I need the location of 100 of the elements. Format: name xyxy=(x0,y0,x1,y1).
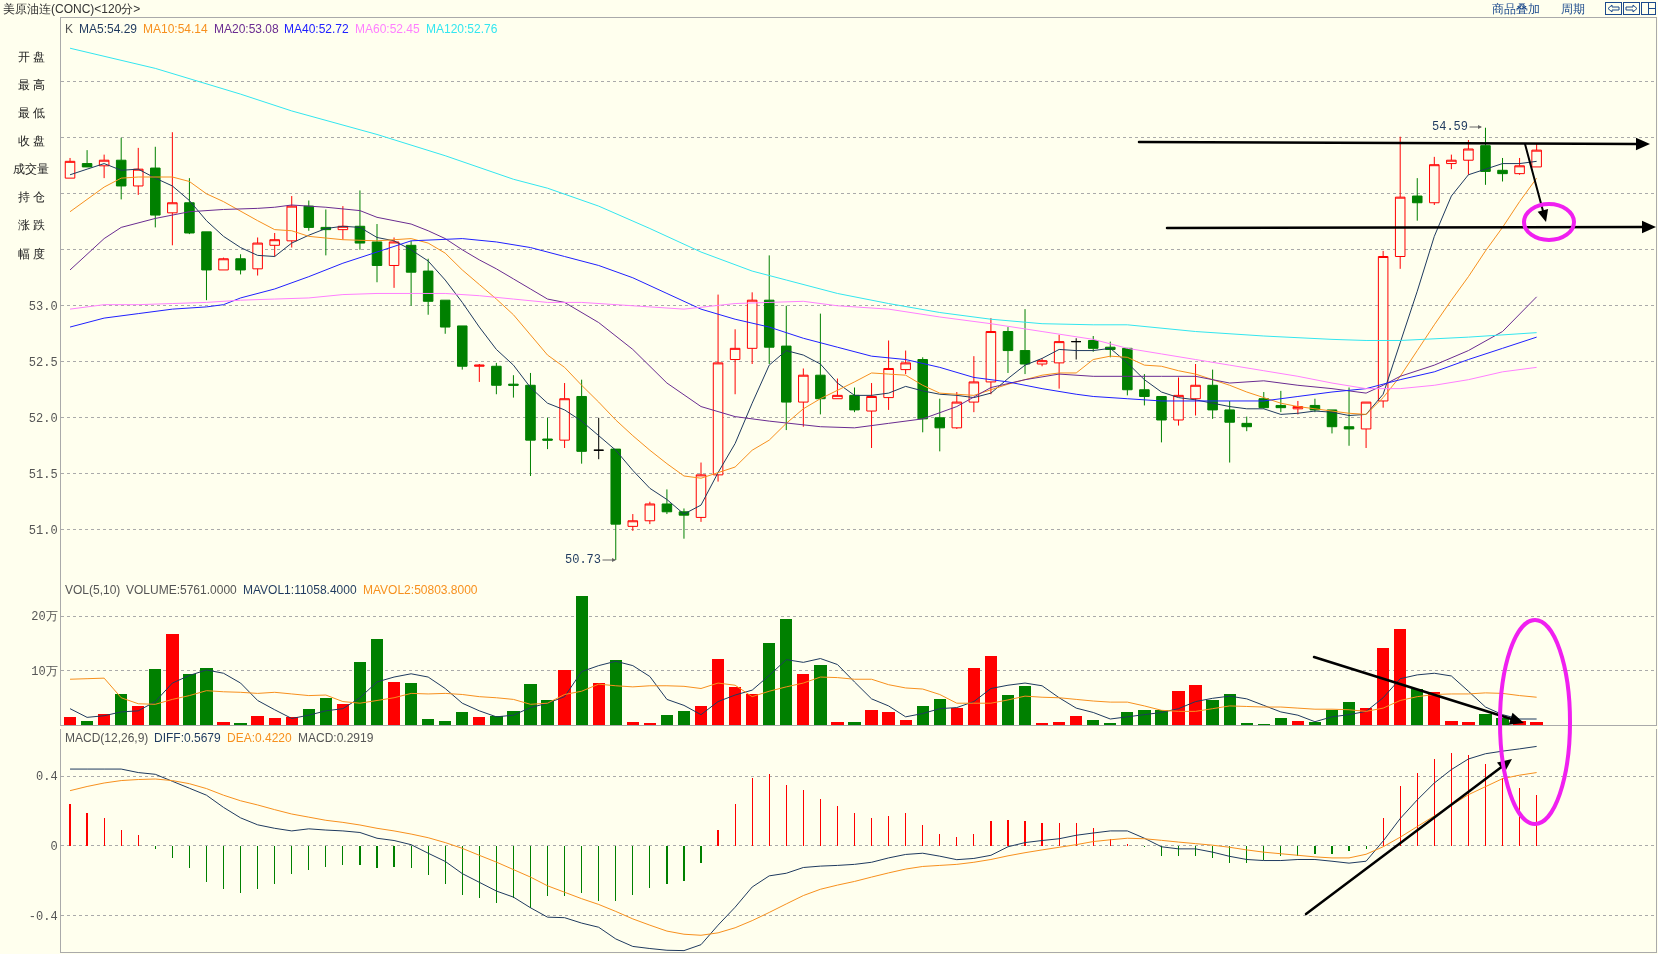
candlestick xyxy=(1480,127,1491,186)
bar xyxy=(626,721,639,725)
candlestick xyxy=(644,501,656,525)
bar xyxy=(814,664,827,725)
candlestick xyxy=(491,362,502,395)
candlestick xyxy=(746,291,758,365)
candlestick xyxy=(1070,337,1082,361)
bar xyxy=(1189,684,1202,725)
y-tick-label: 51.5 xyxy=(28,467,58,482)
candlestick xyxy=(576,379,587,465)
candlestick xyxy=(422,258,434,316)
bar xyxy=(490,716,503,725)
annotation: VOL(5,10) xyxy=(65,583,121,597)
bar xyxy=(1291,721,1305,725)
bar xyxy=(149,668,162,725)
bar xyxy=(541,700,554,725)
bar xyxy=(1052,722,1066,725)
bar xyxy=(422,719,435,725)
bar xyxy=(319,697,332,725)
text: DIFF:0.5679 xyxy=(154,731,222,745)
candlestick xyxy=(832,378,843,400)
candlestick xyxy=(1514,157,1525,176)
candlestick xyxy=(167,131,178,246)
candlestick xyxy=(405,240,417,307)
y-tick-label: 52.5 xyxy=(28,355,58,370)
candlestick xyxy=(781,305,792,431)
candlestick xyxy=(1497,157,1508,182)
y-tick-label: 52.0 xyxy=(28,411,58,426)
text: MAVOL1:11058.4000 xyxy=(243,583,357,597)
text: MA120:52.76 xyxy=(426,22,498,36)
text: MAVOL2:50803.8000 xyxy=(363,583,478,597)
candlestick xyxy=(1241,416,1252,432)
annotation: 50.73 xyxy=(565,553,602,567)
text: 涨 跌 xyxy=(18,218,46,232)
line-series xyxy=(69,292,1538,390)
y-tick-label: 20万 xyxy=(31,610,58,625)
candlestick xyxy=(1377,250,1389,409)
candlestick xyxy=(474,363,485,383)
y-tick-label: 10万 xyxy=(31,664,58,679)
candlestick xyxy=(303,200,315,232)
bar xyxy=(831,722,844,725)
candlestick xyxy=(1002,326,1014,374)
bar xyxy=(387,681,401,725)
candlestick xyxy=(1411,177,1423,222)
candlestick xyxy=(1429,156,1440,206)
bar xyxy=(1530,721,1543,725)
candlestick xyxy=(883,339,894,411)
bar xyxy=(404,682,418,725)
bar xyxy=(1479,713,1492,725)
candlestick xyxy=(184,177,195,235)
candlestick xyxy=(917,356,928,433)
candlestick xyxy=(235,253,246,275)
bar xyxy=(473,717,486,725)
bar xyxy=(370,638,384,725)
candlestick xyxy=(64,157,76,179)
bar xyxy=(1018,685,1032,725)
candlestick xyxy=(1463,139,1474,176)
bar xyxy=(728,686,742,725)
annotation: MACD:0.2919 xyxy=(298,731,374,745)
bar xyxy=(1001,695,1015,725)
candlestick xyxy=(661,488,673,515)
bar xyxy=(1462,722,1475,725)
candlestick xyxy=(1531,142,1542,168)
line-series xyxy=(69,204,1538,429)
bar xyxy=(456,712,469,725)
bar xyxy=(200,667,213,725)
candlestick xyxy=(371,223,383,283)
bar xyxy=(950,708,963,725)
line-series xyxy=(69,745,1538,952)
candlestick xyxy=(456,325,468,371)
text: DEA:0.4220 xyxy=(227,731,293,745)
line-series xyxy=(69,238,1538,402)
chart-title: 美原油连(CONC)<120分> xyxy=(3,2,141,17)
annotation: K xyxy=(65,22,74,36)
bar xyxy=(660,714,674,725)
bar xyxy=(984,656,998,725)
line-series xyxy=(69,676,1538,712)
bar xyxy=(797,673,810,725)
text: 收 盘 xyxy=(18,134,46,148)
bar xyxy=(746,693,759,725)
bar xyxy=(967,668,981,725)
candlestick xyxy=(1343,387,1355,447)
candlestick xyxy=(1224,400,1235,464)
candlestick xyxy=(525,372,536,477)
bar xyxy=(763,642,776,725)
bar xyxy=(865,710,878,725)
candlestick xyxy=(934,398,946,452)
candlestick xyxy=(388,236,400,289)
bar xyxy=(848,721,861,725)
bar xyxy=(439,721,452,725)
annotation: 54.59 xyxy=(1432,120,1469,134)
candlestick xyxy=(1019,308,1031,375)
candlestick xyxy=(81,149,93,168)
bar xyxy=(1308,721,1322,725)
candlestick xyxy=(1446,154,1457,170)
candlestick xyxy=(1394,136,1406,270)
candlestick xyxy=(269,232,280,258)
y-tick-label: -0.4 xyxy=(28,909,58,924)
bar xyxy=(1445,720,1458,725)
bar xyxy=(780,618,793,725)
